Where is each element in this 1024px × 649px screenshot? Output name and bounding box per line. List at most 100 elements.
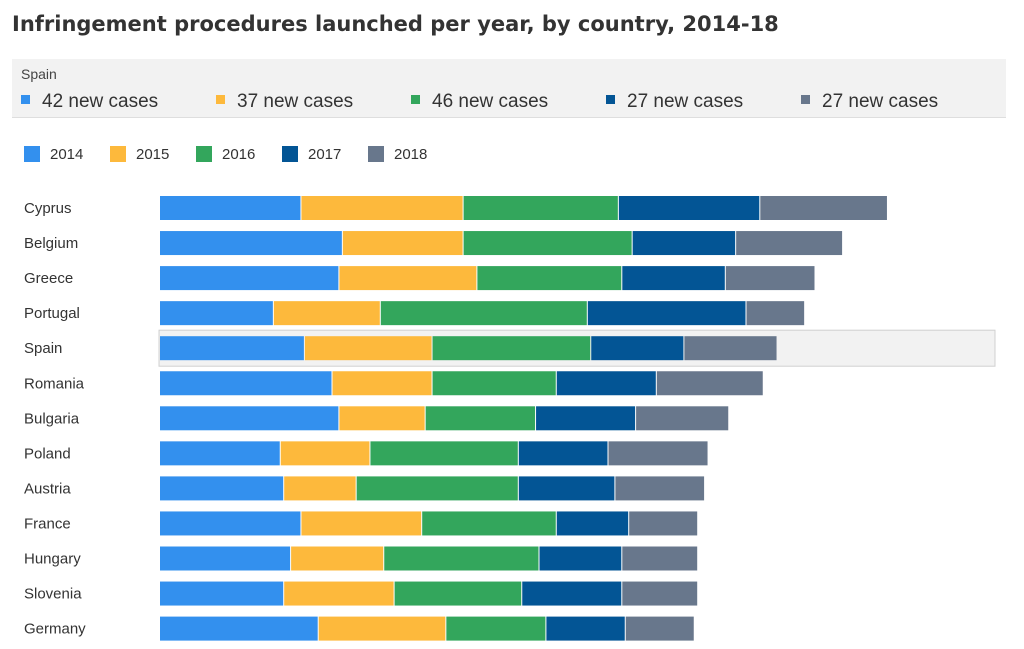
legend-label: 2015 xyxy=(136,146,170,163)
bar-hungary-2015[interactable] xyxy=(291,546,384,571)
category-label: Belgium xyxy=(24,235,78,252)
bar-romania-2017[interactable] xyxy=(556,371,656,396)
bar-portugal-2017[interactable] xyxy=(587,301,746,326)
bar-cyprus-2017[interactable] xyxy=(618,196,760,220)
bar-slovenia-2016[interactable] xyxy=(394,581,522,606)
tooltip-item-2018: 27 new cases xyxy=(801,91,938,113)
legend-item-2017[interactable]: 2017 xyxy=(282,146,341,163)
bar-portugal-2018[interactable] xyxy=(746,301,805,326)
bar-france-2015[interactable] xyxy=(301,511,422,536)
bar-cyprus-2016[interactable] xyxy=(463,196,618,220)
bar-hungary-2014[interactable] xyxy=(160,546,291,571)
bar-hungary-2018[interactable] xyxy=(622,546,698,571)
bar-germany-2017[interactable] xyxy=(546,616,625,641)
category-label: Greece xyxy=(24,270,73,287)
tooltip-value: 27 new cases xyxy=(627,91,744,112)
bar-belgium-2016[interactable] xyxy=(463,231,632,256)
bar-poland-2015[interactable] xyxy=(280,441,370,466)
bar-greece-2015[interactable] xyxy=(339,266,477,291)
bar-portugal-2014[interactable] xyxy=(160,301,273,326)
legend-item-2016[interactable]: 2016 xyxy=(196,146,255,163)
tooltip-value: 46 new cases xyxy=(432,91,549,112)
tooltip-value: 42 new cases xyxy=(42,91,159,112)
bar-portugal-2016[interactable] xyxy=(380,301,587,326)
bar-germany-2018[interactable] xyxy=(625,616,694,641)
bar-bulgaria-2018[interactable] xyxy=(636,406,729,431)
bar-greece-2014[interactable] xyxy=(160,266,339,291)
bar-greece-2016[interactable] xyxy=(477,266,622,291)
bar-germany-2014[interactable] xyxy=(160,616,318,641)
legend-label: 2017 xyxy=(308,146,342,163)
legend-swatch xyxy=(368,146,384,162)
bar-belgium-2015[interactable] xyxy=(342,231,463,256)
category-label: Romania xyxy=(24,375,85,392)
bar-hungary-2016[interactable] xyxy=(384,546,539,571)
bar-hungary-2017[interactable] xyxy=(539,546,622,571)
bar-bulgaria-2015[interactable] xyxy=(339,406,425,431)
legend-swatch xyxy=(282,146,298,162)
bar-cyprus-2014[interactable] xyxy=(160,196,301,220)
bar-belgium-2014[interactable] xyxy=(160,231,342,256)
category-label: Germany xyxy=(24,621,86,638)
bar-cyprus-2015[interactable] xyxy=(301,196,463,220)
bar-germany-2015[interactable] xyxy=(318,616,446,641)
bar-romania-2016[interactable] xyxy=(432,371,556,396)
category-label: Portugal xyxy=(24,305,80,322)
bar-bulgaria-2014[interactable] xyxy=(160,406,339,431)
bar-spain-2017[interactable] xyxy=(591,336,684,361)
category-label: France xyxy=(24,515,71,532)
tooltip-value: 27 new cases xyxy=(822,91,939,112)
legend-swatch xyxy=(196,146,212,162)
legend-item-2015[interactable]: 2015 xyxy=(110,146,169,163)
bar-austria-2016[interactable] xyxy=(356,476,518,501)
bar-belgium-2018[interactable] xyxy=(736,231,843,256)
bar-poland-2017[interactable] xyxy=(518,441,608,466)
category-label: Hungary xyxy=(24,551,81,568)
bar-spain-2015[interactable] xyxy=(304,336,432,361)
tooltip-item-2014: 42 new cases xyxy=(21,91,158,113)
bar-germany-2016[interactable] xyxy=(446,616,546,641)
legend-label: 2014 xyxy=(50,146,84,163)
bar-france-2017[interactable] xyxy=(556,511,629,536)
bar-slovenia-2017[interactable] xyxy=(522,581,622,606)
legend-label: 2016 xyxy=(222,146,256,163)
bar-austria-2017[interactable] xyxy=(518,476,615,501)
bar-austria-2014[interactable] xyxy=(160,476,284,501)
tooltip-item-2015: 37 new cases xyxy=(216,91,353,113)
bar-bulgaria-2017[interactable] xyxy=(536,406,636,431)
bar-belgium-2017[interactable] xyxy=(632,231,736,256)
bar-portugal-2015[interactable] xyxy=(273,301,380,326)
bar-cyprus-2018[interactable] xyxy=(760,196,887,220)
bar-poland-2014[interactable] xyxy=(160,441,280,466)
bar-romania-2018[interactable] xyxy=(656,371,763,396)
category-label: Cyprus xyxy=(24,200,72,217)
bar-slovenia-2014[interactable] xyxy=(160,581,284,606)
category-label: Poland xyxy=(24,445,71,462)
bar-austria-2018[interactable] xyxy=(615,476,705,501)
tooltip-country: Spain xyxy=(21,66,57,82)
legend-swatch xyxy=(110,146,126,162)
tooltip-item-2017: 27 new cases xyxy=(606,91,743,113)
bar-greece-2017[interactable] xyxy=(622,266,725,291)
bar-poland-2016[interactable] xyxy=(370,441,518,466)
legend-item-2014[interactable]: 2014 xyxy=(24,146,83,163)
legend-item-2018[interactable]: 2018 xyxy=(368,146,427,163)
category-label: Bulgaria xyxy=(24,410,80,427)
bar-austria-2015[interactable] xyxy=(284,476,356,501)
bar-slovenia-2018[interactable] xyxy=(622,581,698,606)
tooltip-item-2016: 46 new cases xyxy=(411,91,548,113)
bar-poland-2018[interactable] xyxy=(608,441,708,466)
bar-spain-2018[interactable] xyxy=(684,336,777,361)
bar-spain-2016[interactable] xyxy=(432,336,591,361)
bar-spain-2014[interactable] xyxy=(160,336,304,361)
bar-bulgaria-2016[interactable] xyxy=(425,406,536,431)
bar-france-2014[interactable] xyxy=(160,511,301,536)
category-label: Spain xyxy=(24,340,62,357)
bar-romania-2014[interactable] xyxy=(160,371,332,396)
bar-romania-2015[interactable] xyxy=(332,371,432,396)
bar-france-2016[interactable] xyxy=(422,511,556,536)
legend-swatch xyxy=(24,146,40,162)
bar-france-2018[interactable] xyxy=(629,511,698,536)
bar-slovenia-2015[interactable] xyxy=(284,581,394,606)
bar-greece-2018[interactable] xyxy=(725,266,815,291)
